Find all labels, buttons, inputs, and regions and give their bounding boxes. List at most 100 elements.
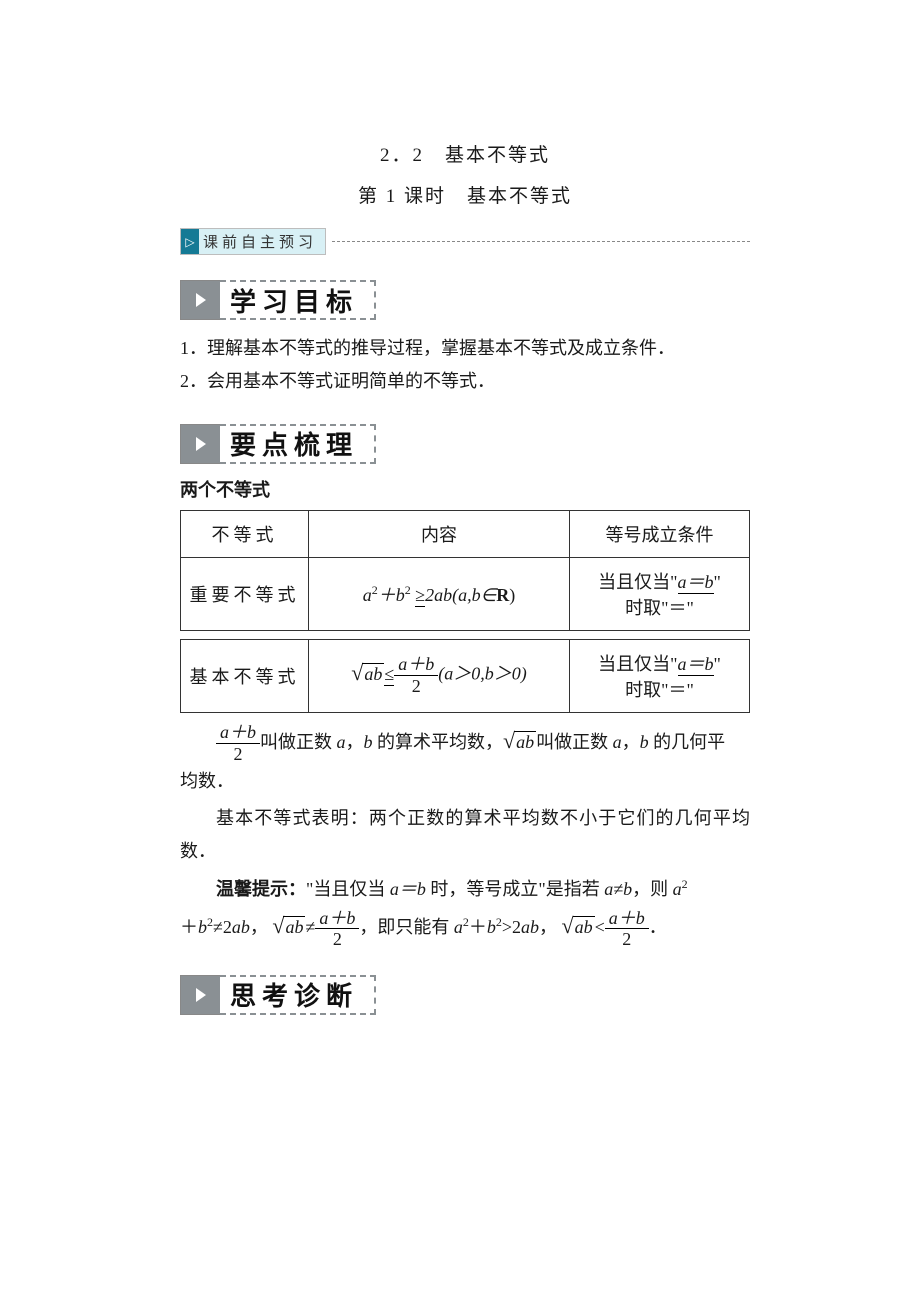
rel-geq: ≥: [415, 585, 425, 607]
text: ．: [649, 917, 667, 937]
row1-label: 重要不等式: [181, 557, 309, 630]
text: ，: [622, 732, 640, 752]
math-plus-b: ＋b: [378, 585, 405, 605]
frac: a＋b2: [315, 908, 359, 950]
text: 叫做正数: [260, 732, 337, 752]
cond-text: ": [714, 572, 721, 592]
cond-text: 当且仅当": [598, 654, 677, 674]
text: ≠: [305, 917, 315, 937]
frac-den: 2: [394, 676, 438, 697]
th-condition: 等号成立条件: [570, 510, 750, 557]
radicand: ab: [514, 731, 536, 752]
var-a: a: [613, 732, 622, 752]
objective-item-2: 2．会用基本不等式证明简单的不等式．: [180, 365, 750, 398]
text: 的算术平均数，: [373, 732, 504, 752]
math-end: ): [509, 585, 515, 605]
row1-condition: 当且仅当"a＝b" 时取"＝": [570, 557, 750, 630]
lesson-subtitle: 第 1 课时 基本不等式: [180, 181, 750, 208]
diagnosis-heading: 思考诊断: [180, 975, 750, 1015]
sup: 2: [682, 877, 688, 891]
var: a: [673, 879, 682, 899]
heading-arrow-icon: [180, 280, 220, 320]
inequality-table-1: 不等式 内容 等号成立条件 重要不等式 a2＋b2 ≥2ab(a,b∈R) 当且…: [180, 510, 750, 631]
var-b: b: [364, 732, 373, 752]
row1-content: a2＋b2 ≥2ab(a,b∈R): [309, 557, 570, 630]
var-a: a: [337, 732, 346, 752]
inequality-table-2: 基本不等式 ab≤a＋b2(a＞0,b＞0) 当且仅当"a＝b" 时取"＝": [180, 639, 750, 713]
text: >2: [502, 917, 521, 937]
tip-label: 温馨提示：: [216, 879, 306, 899]
sqrt: ab: [503, 721, 536, 762]
objectives-heading-text: 学习目标: [220, 280, 376, 320]
table-row: 重要不等式 a2＋b2 ≥2ab(a,b∈R) 当且仅当"a＝b" 时取"＝": [181, 557, 750, 630]
text: <: [595, 917, 605, 937]
den: 2: [605, 929, 649, 950]
sqrt: ab: [272, 906, 305, 947]
row2-label: 基本不等式: [181, 639, 309, 712]
th-inequality: 不等式: [181, 510, 309, 557]
math-a: a: [363, 585, 372, 605]
text: 叫做正数: [536, 732, 613, 752]
preclass-label: 课前自主预习: [199, 229, 325, 254]
row2-condition: 当且仅当"a＝b" 时取"＝": [570, 639, 750, 712]
text: 的几何平: [649, 732, 726, 752]
var: ab: [232, 917, 250, 937]
paragraph-tip: 温馨提示："当且仅当 a＝b 时，等号成立"是指若 a≠b，则 a2＋b2≠2a…: [180, 873, 750, 950]
den: 2: [315, 929, 359, 950]
num: a＋b: [315, 908, 359, 930]
text: ＋: [180, 917, 198, 937]
keypoints-subheading: 两个不等式: [180, 476, 750, 502]
eq: a＝b: [390, 879, 426, 899]
math-sup: 2: [405, 583, 411, 597]
cond-line2: 时取"＝": [625, 598, 694, 618]
preclass-divider: ▷ 课前自主预习: [180, 228, 750, 255]
frac-num: a＋b: [216, 722, 260, 744]
radicand: ab: [362, 663, 384, 684]
text: ，即只能有: [359, 917, 454, 937]
keypoints-heading: 要点梳理: [180, 424, 750, 464]
var: b: [487, 917, 496, 937]
var: ab: [521, 917, 539, 937]
math-R: R: [496, 585, 509, 605]
cond-eq: a＝b: [678, 654, 714, 676]
text: ≠2: [213, 917, 232, 937]
paren: (a＞0,b＞0): [438, 664, 527, 684]
paragraph-statement: 基本不等式表明：两个正数的算术平均数不小于它们的几何平均数．: [180, 802, 750, 869]
cond-eq: a＝b: [678, 572, 714, 594]
text: ，: [539, 917, 557, 937]
heading-arrow-icon: [180, 975, 220, 1015]
num: a＋b: [605, 908, 649, 930]
keypoints-heading-text: 要点梳理: [220, 424, 376, 464]
th-content: 内容: [309, 510, 570, 557]
diagnosis-heading-text: 思考诊断: [220, 975, 376, 1015]
var: b: [198, 917, 207, 937]
frac: a＋b2: [605, 908, 649, 950]
cond-line2: 时取"＝": [625, 680, 694, 700]
section-number-title: 2．2 基本不等式: [180, 140, 750, 167]
sqrt: ab: [562, 906, 595, 947]
objectives-heading: 学习目标: [180, 280, 750, 320]
frac-a-plus-b-over-2: a＋b2: [394, 654, 438, 696]
text: 时，等号成立"是指若: [426, 879, 604, 899]
cond-text: ": [714, 654, 721, 674]
row2-content: ab≤a＋b2(a＞0,b＞0): [309, 639, 570, 712]
text: 均数．: [180, 771, 234, 791]
table-row: 不等式 内容 等号成立条件: [181, 510, 750, 557]
text: ＋: [469, 917, 487, 937]
math-suffix: 2ab(a,b∈: [425, 585, 496, 605]
frac: a＋b2: [216, 722, 260, 764]
sqrt-ab: ab: [351, 660, 384, 686]
paragraph-arithmetic-geometric-mean: a＋b2叫做正数 a，b 的算术平均数，ab叫做正数 a，b 的几何平均数．: [180, 721, 750, 798]
chevron-right-icon: ▷: [181, 235, 199, 249]
radicand: ab: [283, 916, 305, 937]
table-row: 基本不等式 ab≤a＋b2(a＞0,b＞0) 当且仅当"a＝b" 时取"＝": [181, 639, 750, 712]
frac-den: 2: [216, 744, 260, 765]
frac-num: a＋b: [394, 654, 438, 676]
objective-item-1: 1．理解基本不等式的推导过程，掌握基本不等式及成立条件．: [180, 332, 750, 365]
text: "当且仅当: [306, 879, 390, 899]
rel-leq: ≤: [384, 664, 394, 686]
cond-text: 当且仅当": [598, 572, 677, 592]
text: ，: [346, 732, 364, 752]
radicand: ab: [573, 916, 595, 937]
heading-arrow-icon: [180, 424, 220, 464]
